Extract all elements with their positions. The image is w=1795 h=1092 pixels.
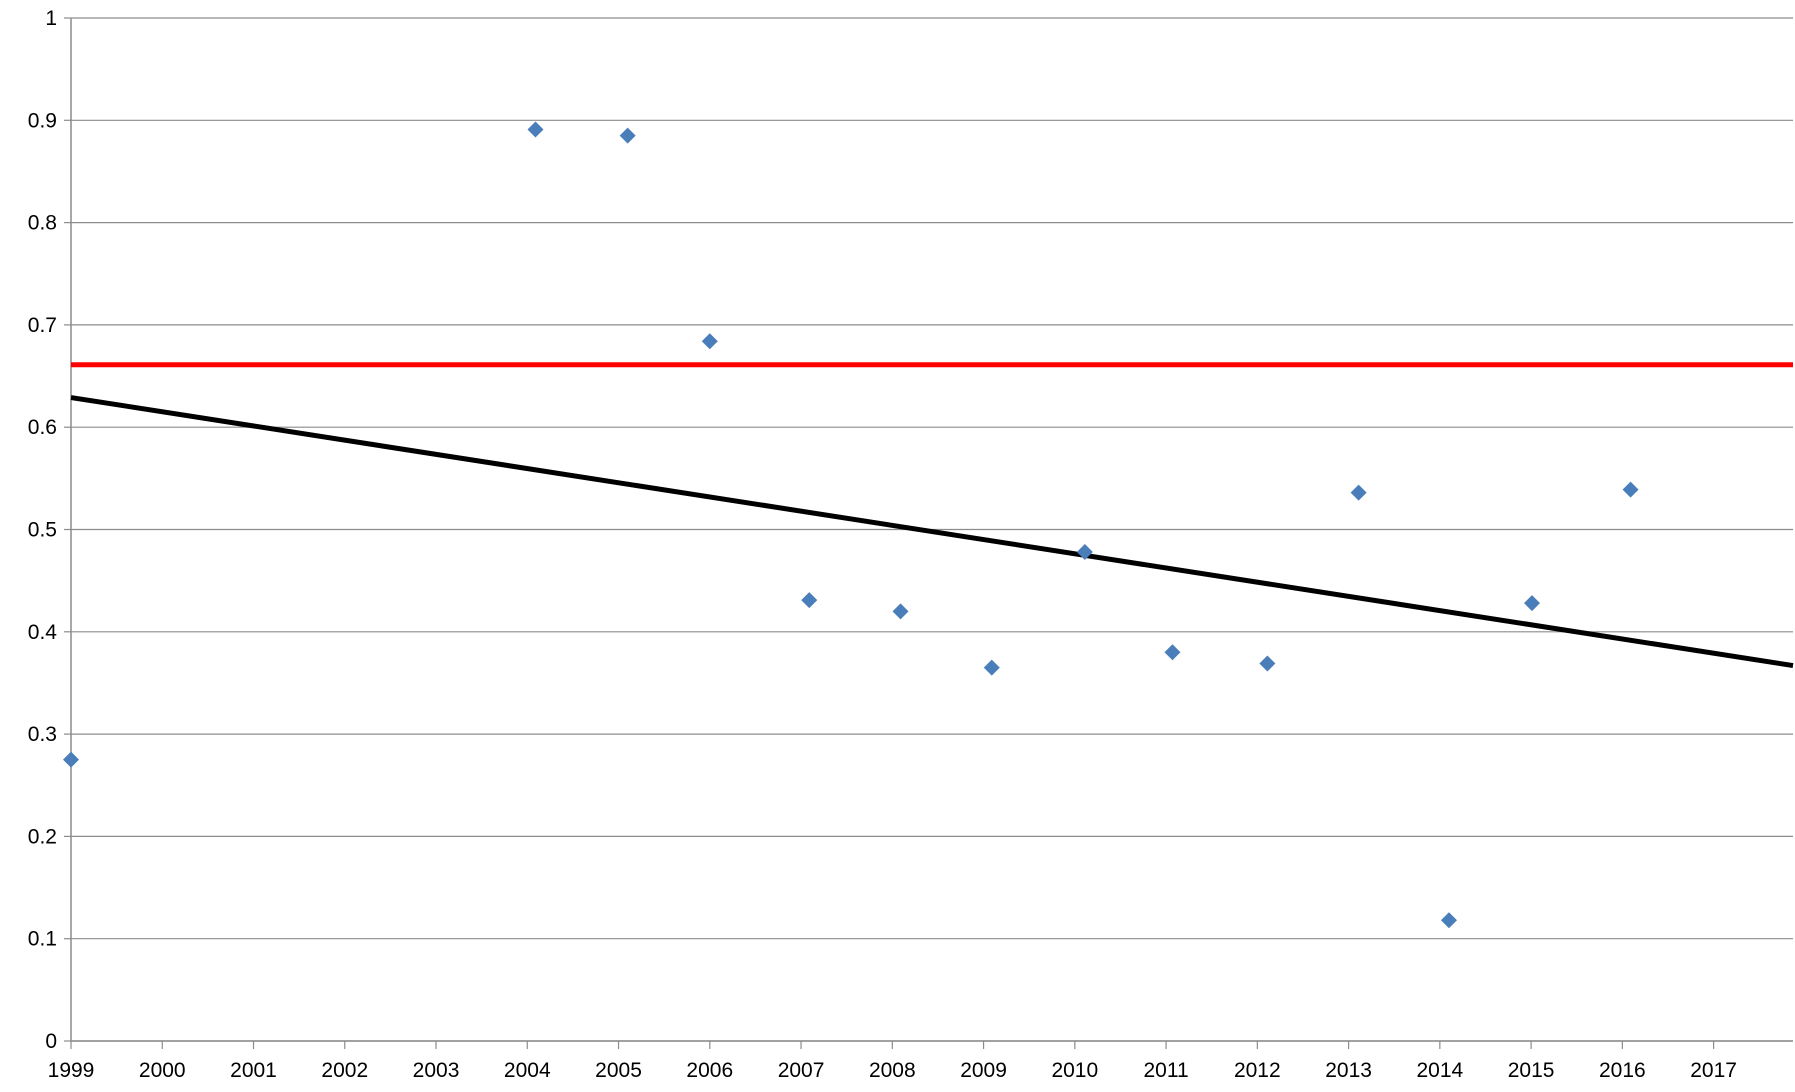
x-tick-label: 2009 <box>960 1059 1007 1082</box>
trend-line <box>70 395 1794 669</box>
x-tick-label: 2012 <box>1234 1059 1281 1082</box>
data-point <box>1076 544 1093 561</box>
x-tick-label: 2003 <box>413 1059 460 1082</box>
x-tick-label: 2008 <box>869 1059 916 1082</box>
x-tick-label: 2005 <box>595 1059 642 1082</box>
data-point <box>527 121 544 138</box>
y-tick-label: 0.1 <box>28 928 57 951</box>
y-tick-label: 0.9 <box>28 109 57 132</box>
x-tick-label: 2004 <box>504 1059 551 1082</box>
x-tick-label: 2007 <box>778 1059 825 1082</box>
data-point <box>1622 481 1639 498</box>
x-tick-label: 2001 <box>230 1059 277 1082</box>
x-tick-label: 2016 <box>1599 1059 1646 1082</box>
y-tick-label: 1 <box>45 7 57 30</box>
data-point <box>801 592 818 609</box>
data-point <box>701 333 718 350</box>
x-tick-label: 2002 <box>321 1059 368 1082</box>
y-tick-label: 0.4 <box>28 621 58 644</box>
data-point <box>1524 595 1541 612</box>
x-tick-label: 2011 <box>1143 1059 1188 1082</box>
x-tick-label: 2014 <box>1416 1059 1463 1082</box>
data-point <box>983 659 1000 676</box>
y-tick-label: 0.6 <box>28 416 57 439</box>
x-tick-label: 2017 <box>1690 1059 1737 1082</box>
x-tick-label: 2010 <box>1051 1059 1098 1082</box>
data-point <box>892 603 909 620</box>
x-tick-label: 2015 <box>1508 1059 1555 1082</box>
y-tick-label: 0.5 <box>28 519 57 542</box>
data-point <box>619 127 636 144</box>
data-point <box>1259 655 1276 672</box>
y-tick-label: 0.8 <box>28 212 57 235</box>
data-point <box>63 751 79 768</box>
x-tick-label: 2000 <box>139 1059 186 1082</box>
data-point <box>1164 644 1181 661</box>
x-tick-label: 1999 <box>48 1059 95 1082</box>
x-tick-label: 2006 <box>686 1059 733 1082</box>
data-point <box>1350 484 1367 501</box>
y-tick-label: 0.2 <box>28 825 57 848</box>
data-point <box>1440 912 1457 929</box>
y-tick-label: 0 <box>45 1030 57 1053</box>
y-tick-label: 0.7 <box>28 314 57 337</box>
x-tick-label: 2013 <box>1325 1059 1372 1082</box>
y-tick-label: 0.3 <box>28 723 57 746</box>
